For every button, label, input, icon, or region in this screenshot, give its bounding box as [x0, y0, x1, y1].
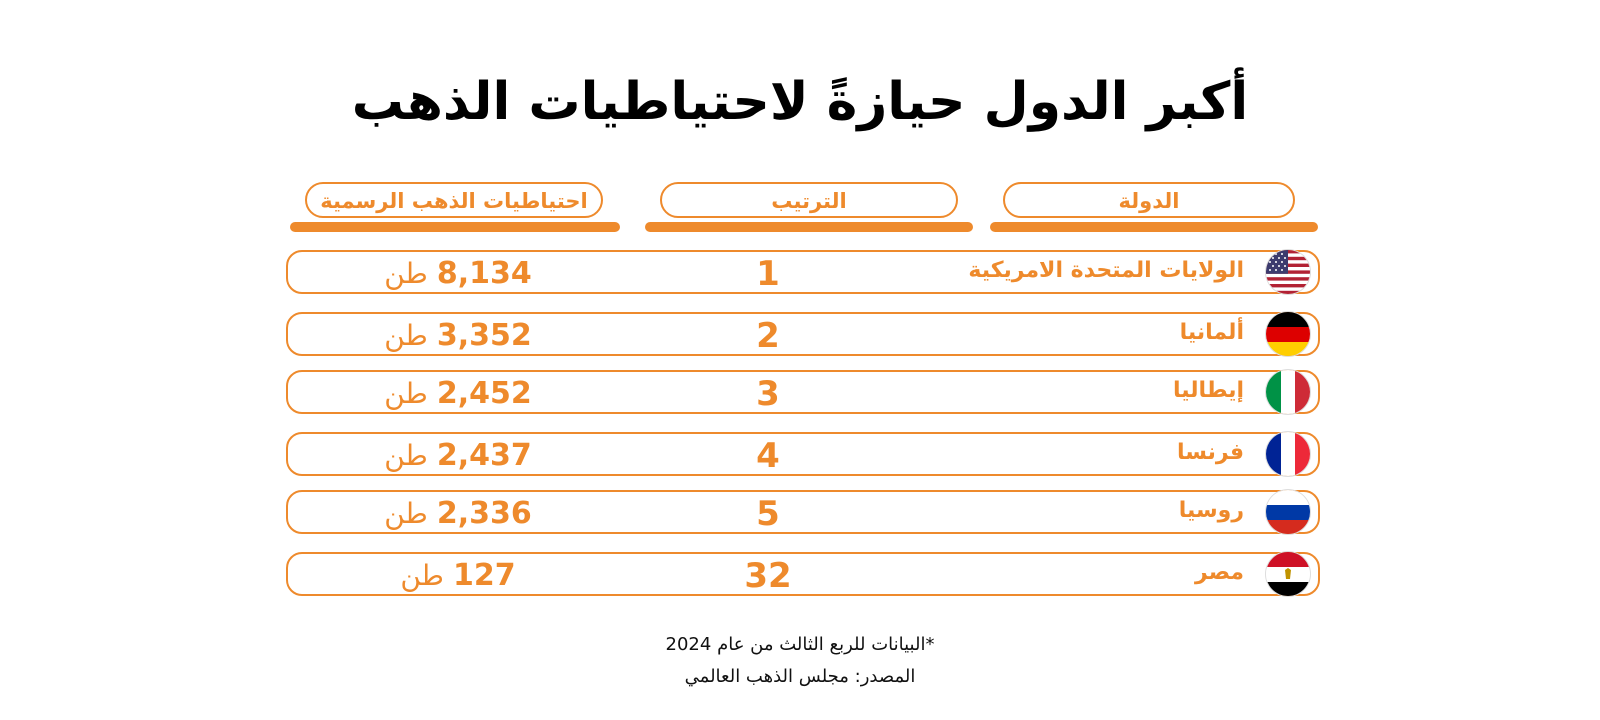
country-name: إيطاليا	[1173, 378, 1244, 403]
unit-label: طن	[400, 559, 444, 592]
rank-value: 1	[756, 254, 780, 294]
country-name: ألمانيا	[1179, 320, 1244, 345]
country-name: مصر	[1195, 560, 1244, 585]
reserve-cell: 2,437 طن	[348, 434, 568, 482]
reserve-cell: 2,336 طن	[348, 492, 568, 540]
usa-flag-icon	[1266, 250, 1310, 294]
reserve-value: 127	[453, 558, 516, 593]
country-name: الولايات المتحدة الامريكية	[968, 258, 1244, 283]
column-underline-rank	[645, 222, 973, 232]
table-row: مصر 32 127 طن	[286, 552, 1320, 596]
rank-value: 2	[756, 316, 780, 356]
reserve-cell: 127 طن	[348, 554, 568, 602]
germany-flag-icon	[1266, 312, 1310, 356]
russia-flag-icon	[1266, 490, 1310, 534]
rank-value: 3	[756, 374, 780, 414]
table-row: إيطاليا 3 2,452 طن	[286, 370, 1320, 414]
reserve-value: 2,336	[436, 496, 532, 531]
reserve-cell: 8,134 طن	[348, 252, 568, 300]
data-note: *البيانات للربع الثالث من عام 2024	[665, 634, 935, 655]
chart-title: أكبر الدول حيازةً لاحتياطيات الذهب	[351, 72, 1249, 132]
reserve-cell: 3,352 طن	[348, 314, 568, 362]
unit-label: طن	[384, 377, 428, 410]
unit-label: طن	[384, 319, 428, 352]
reserve-value: 2,437	[436, 438, 532, 473]
rank-value: 5	[756, 494, 780, 534]
italy-flag-icon	[1266, 370, 1310, 414]
reserve-value: 2,452	[436, 376, 532, 411]
table-row: ألمانيا 2 3,352 طن	[286, 312, 1320, 356]
column-header-rank: الترتيب	[660, 182, 958, 218]
country-name: فرنسا	[1177, 440, 1244, 465]
reserve-value: 3,352	[436, 318, 532, 353]
rank-value: 4	[756, 436, 780, 476]
column-underline-reserves	[290, 222, 620, 232]
unit-label: طن	[384, 497, 428, 530]
unit-label: طن	[384, 439, 428, 472]
source-note: المصدر: مجلس الذهب العالمي	[684, 666, 916, 687]
france-flag-icon	[1266, 432, 1310, 476]
table-row: روسيا 5 2,336 طن	[286, 490, 1320, 534]
table-row: فرنسا 4 2,437 طن	[286, 432, 1320, 476]
column-header-reserves: احتياطيات الذهب الرسمية	[305, 182, 603, 218]
country-name: روسيا	[1178, 498, 1244, 523]
table-row: الولايات المتحدة الامريكية 1 8,134 طن	[286, 250, 1320, 294]
reserve-cell: 2,452 طن	[348, 372, 568, 420]
unit-label: طن	[384, 257, 428, 290]
column-header-country: الدولة	[1003, 182, 1295, 218]
egypt-flag-icon	[1266, 552, 1310, 596]
column-underline-country	[990, 222, 1318, 232]
reserve-value: 8,134	[436, 256, 532, 291]
rank-value: 32	[744, 556, 792, 596]
